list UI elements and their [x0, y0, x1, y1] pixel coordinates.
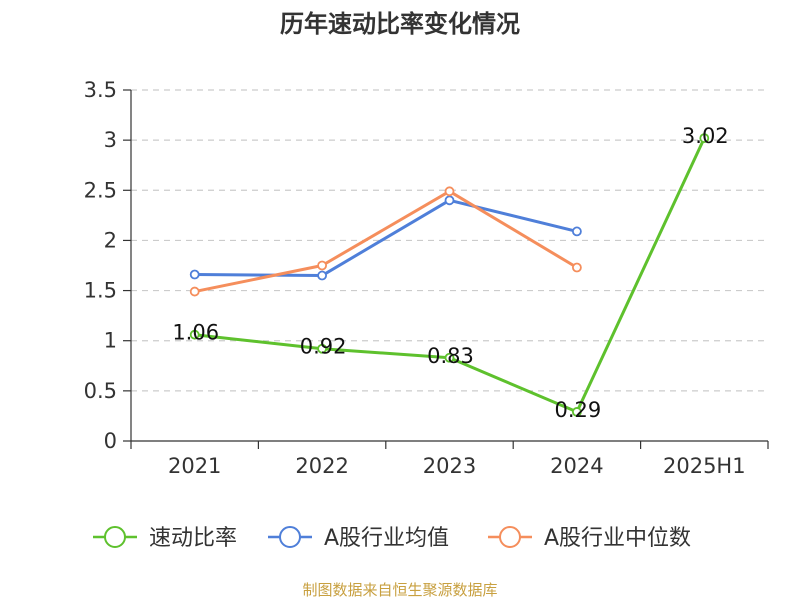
data-point [444, 352, 455, 363]
data-point [699, 133, 710, 144]
y-tick-label: 1.5 [84, 279, 117, 303]
y-tick-label: 3.5 [84, 78, 117, 102]
legend-label: 速动比率 [149, 526, 237, 551]
legend-item: A股行业均值 [268, 526, 449, 551]
axes: 0 0.5 1 1.5 2 2.5 3 3.5 2021 2022 2023 2024 2025H1 [84, 78, 769, 478]
data-label: 1.06 [172, 321, 219, 345]
data-labels: 1.06 0.92 0.83 0.29 3.02 [172, 124, 728, 422]
y-tick-label: 0 [104, 429, 117, 453]
legend-label: A股行业均值 [324, 526, 449, 551]
data-point [444, 195, 455, 206]
legend-label: A股行业中位数 [544, 526, 691, 551]
chart-title: 历年速动比率变化情况 [280, 10, 520, 38]
data-point [317, 343, 328, 354]
series-line [194, 189, 578, 294]
source-note: 制图数据来自恒生聚源数据库 [302, 581, 497, 599]
x-tick-label: 2021 [168, 454, 221, 478]
x-tick-label: 2024 [550, 454, 603, 478]
series-line [194, 198, 578, 278]
legend-item: 速动比率 [93, 526, 237, 551]
x-tick-label: 2023 [423, 454, 476, 478]
legend-marker-icon [499, 526, 521, 548]
data-point [189, 269, 200, 280]
data-label: 0.92 [300, 335, 347, 359]
data-point [189, 329, 200, 340]
data-point [572, 226, 582, 237]
legend-item: A股行业中位数 [488, 526, 691, 551]
x-tick-label: 2022 [295, 454, 348, 478]
data-label: 3.02 [682, 124, 729, 148]
series-group [189, 133, 710, 417]
data-point [317, 270, 328, 281]
data-point [317, 260, 328, 271]
x-tick-label: 2025H1 [663, 454, 746, 478]
y-tick-label: 1 [104, 329, 117, 353]
y-tick-label: 2.5 [84, 178, 117, 202]
data-point [189, 286, 200, 297]
y-tick-label: 3 [104, 128, 117, 152]
y-tick-label: 0.5 [84, 379, 117, 403]
y-tick-label: 2 [104, 228, 117, 252]
data-point [572, 407, 582, 417]
legend: 速动比率 A股行业均值 A股行业中位数 [93, 526, 691, 551]
legend-marker-icon [279, 526, 301, 548]
gridlines [131, 89, 768, 392]
data-point [444, 186, 455, 197]
data-point [572, 262, 582, 273]
data-label: 0.83 [427, 344, 474, 368]
legend-marker-icon [104, 526, 126, 548]
data-label: 0.29 [555, 398, 602, 422]
